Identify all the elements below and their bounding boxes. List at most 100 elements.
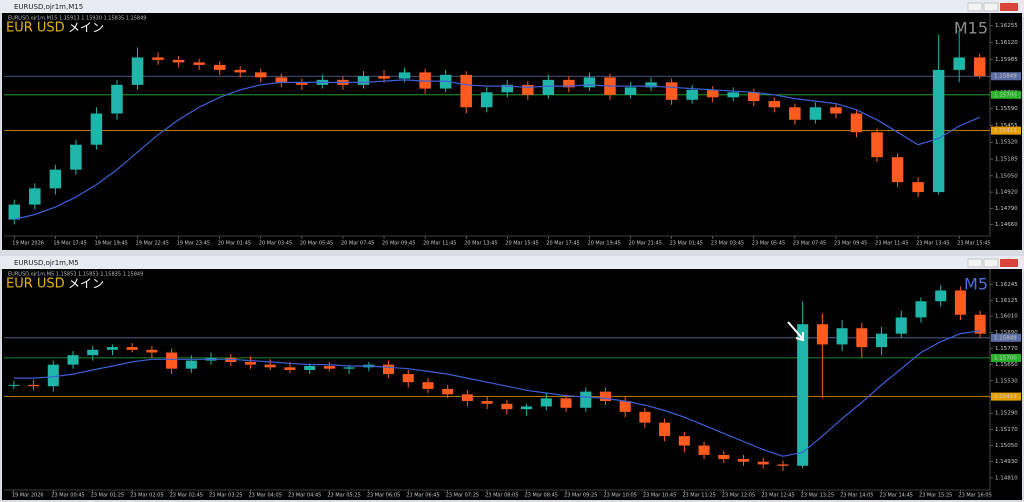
chart-panel <box>2 13 1022 250</box>
x-tick-label: 23 Mar 13:45 <box>916 241 949 247</box>
x-tick-label: 20 Mar 17:45 <box>546 241 579 247</box>
candle-body <box>706 89 719 98</box>
candle-body <box>126 347 138 350</box>
price-box <box>991 392 1021 401</box>
candle-body <box>225 357 237 362</box>
candle-body <box>645 82 657 88</box>
x-tick-label: 23 Mar 07:25 <box>446 493 479 499</box>
price-box <box>991 333 1021 342</box>
candle-body <box>639 411 651 423</box>
candle-body <box>166 352 178 369</box>
chart-info: EURUSD,ojr1m,M15 1.15913 1.15930 1.15835… <box>8 16 146 22</box>
y-tick-label: 1.16010 <box>995 314 1018 320</box>
window-title: EURUSD,ojr1m,M15 <box>14 3 83 11</box>
candle-body <box>90 113 103 145</box>
x-tick-label: 23 Mar 02:05 <box>130 493 163 499</box>
x-tick-label: 20 Mar 13:45 <box>464 241 497 247</box>
window-title: EURUSD,ojr1m,M5 <box>14 259 79 267</box>
mode-label: メイン <box>68 277 104 291</box>
candle-body <box>891 157 904 183</box>
candle-body <box>49 169 62 189</box>
candle-body <box>284 367 296 371</box>
timeframe-label: M5 <box>964 275 988 294</box>
x-tick-label: 20 Mar 03:45 <box>259 241 292 247</box>
y-tick-label: 1.15170 <box>995 427 1018 433</box>
candle-body <box>146 349 158 353</box>
x-tick-label: 19 Mar 23:45 <box>177 241 210 247</box>
candle-body <box>29 188 41 205</box>
price-box <box>991 90 1021 99</box>
candle-body <box>234 69 246 73</box>
candle-body <box>402 374 414 383</box>
close-button[interactable] <box>1000 3 1018 11</box>
candle-body <box>480 92 493 108</box>
candle-body <box>748 92 760 102</box>
minimize-button[interactable] <box>967 258 983 268</box>
candle-body <box>599 391 611 402</box>
x-tick-label: 23 Mar 05:45 <box>752 241 785 247</box>
y-tick-label: 1.15320 <box>995 140 1018 146</box>
candle-body <box>193 62 205 65</box>
candle-body <box>718 454 730 460</box>
chart-panel <box>2 269 1022 500</box>
close-button[interactable] <box>1000 259 1018 267</box>
candle-body <box>757 461 769 465</box>
y-tick-label: 1.14810 <box>995 475 1018 481</box>
y-tick-label: 1.15050 <box>995 173 1018 179</box>
x-tick-label: 23 Mar 02:45 <box>170 493 203 499</box>
candle-body <box>501 84 514 93</box>
x-tick-label: 23 Mar 01:25 <box>91 493 124 499</box>
plots: EURUSD,ojr1m,M15 1.15913 1.15930 1.15835… <box>4 13 1021 499</box>
x-tick-label: 20 Mar 07:45 <box>341 241 374 247</box>
minimize-button[interactable] <box>967 2 983 12</box>
y-tick-label: 1.15530 <box>995 378 1018 384</box>
candle-body <box>47 364 59 387</box>
candle-body <box>460 74 472 108</box>
candle-body <box>501 403 513 410</box>
candle-body <box>28 384 40 387</box>
x-tick-label: 23 Mar 06:45 <box>406 493 439 499</box>
candle-body <box>442 388 454 395</box>
candle-body <box>563 79 575 88</box>
candle-body <box>871 132 883 158</box>
candle-body <box>378 76 390 79</box>
candle-body <box>323 365 335 369</box>
candle-body <box>698 445 710 455</box>
candle-body <box>665 82 678 100</box>
x-tick-label: 23 Mar 04:45 <box>288 493 321 499</box>
price-box <box>991 126 1021 135</box>
candle-body <box>8 384 20 386</box>
candle-body <box>737 459 750 462</box>
y-tick-label: 1.14920 <box>995 190 1018 196</box>
maximize-button[interactable] <box>983 258 999 268</box>
x-tick-label: 20 Mar 05:45 <box>300 241 333 247</box>
candle-body <box>678 436 690 446</box>
price-box-label: 1.15700 <box>994 92 1017 98</box>
price-box-label: 1.15413 <box>994 128 1017 134</box>
x-tick-label: 20 Mar 21:45 <box>629 241 662 247</box>
price-box <box>991 353 1021 362</box>
candle-body <box>953 57 965 70</box>
y-tick-label: 1.15890 <box>995 330 1018 336</box>
candle-body <box>876 333 888 348</box>
price-box-label: 1.15413 <box>994 394 1017 400</box>
y-tick-label: 1.15985 <box>995 57 1018 63</box>
x-tick-label: 23 Mar 11:45 <box>875 241 908 247</box>
candle-body <box>583 77 596 88</box>
y-tick-label: 1.15455 <box>995 123 1018 129</box>
x-tick-label: 23 Mar 14:05 <box>840 493 873 499</box>
y-tick-label: 1.15650 <box>995 362 1018 368</box>
candle-body <box>727 92 739 98</box>
title-bar <box>0 0 1024 13</box>
maximize-button[interactable] <box>983 2 999 12</box>
y-tick-label: 1.14930 <box>995 459 1018 465</box>
x-tick-label: 23 Mar 13:25 <box>801 493 834 499</box>
x-tick-label: 23 Mar 14:45 <box>880 493 913 499</box>
candle-body <box>87 349 99 356</box>
x-tick-label: 20 Mar 11:45 <box>423 241 456 247</box>
x-tick-label: 20 Mar 15:45 <box>505 241 538 247</box>
window-bottom: EURUSD,ojr1m,M5 <box>0 256 1024 500</box>
x-tick-label: 20 Mar 09:45 <box>382 241 415 247</box>
x-tick-label: 23 Mar 07:45 <box>793 241 826 247</box>
x-tick-label: 23 Mar 12:45 <box>761 493 794 499</box>
